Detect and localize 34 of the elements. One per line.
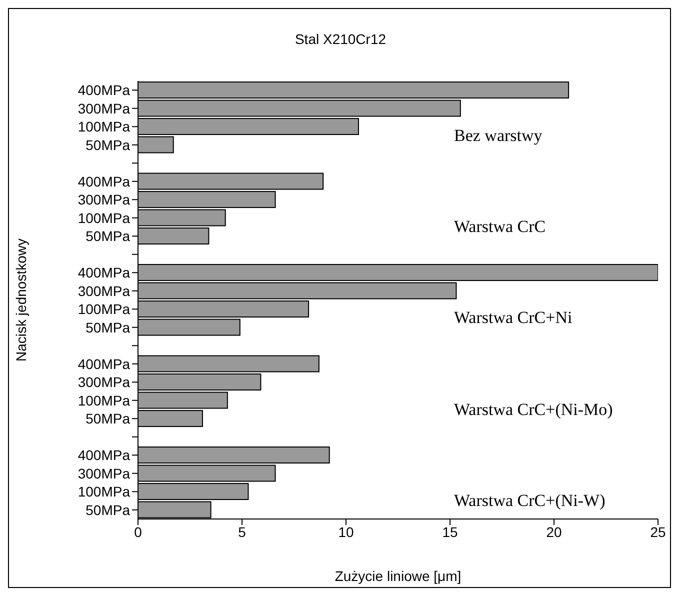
- y-tick-label: 100MPa: [78, 118, 130, 135]
- y-tick-label: 50MPa: [86, 228, 130, 244]
- y-tick-label: 50MPa: [86, 319, 130, 336]
- x-axis-title: Zużycie liniowe [μm]: [334, 568, 462, 584]
- y-tick-label: 100MPa: [78, 484, 130, 500]
- y-tick-label: 300MPa: [78, 100, 130, 116]
- y-tick-label: 100MPa: [78, 392, 130, 408]
- x-tick-label: 25: [650, 524, 666, 540]
- annotation: Warstwa CrC+(Ni-W): [454, 490, 606, 511]
- y-tick-label: 300MPa: [78, 465, 130, 482]
- x-tick-label: 5: [238, 524, 246, 540]
- y-tick-label: 300MPa: [78, 374, 130, 390]
- y-tick-label: 400MPa: [78, 173, 130, 190]
- annotation: Warstwa CrC: [454, 217, 546, 237]
- y-tick-label: 100MPa: [78, 301, 130, 318]
- annotation: Warstwa CrC+(Ni-Mo): [454, 400, 613, 420]
- annotation: Bez warstwy: [454, 126, 542, 146]
- x-tick-label: 15: [442, 524, 458, 540]
- y-tick-label: 100MPa: [78, 210, 130, 226]
- y-tick-label: 400MPa: [78, 447, 130, 464]
- y-tick-label: 50MPa: [86, 410, 130, 427]
- y-tick-label: 300MPa: [78, 192, 130, 208]
- x-tick-label: 20: [546, 524, 562, 540]
- y-axis-title: Nacisk jednostkowy: [13, 238, 29, 362]
- y-tick-label: 400MPa: [78, 82, 130, 98]
- x-tick-label: 10: [338, 524, 354, 540]
- annotation: Warstwa CrC+Ni: [454, 308, 572, 328]
- y-tick-label: 50MPa: [86, 502, 130, 518]
- y-tick-label: 50MPa: [86, 136, 130, 153]
- chart-title: Stal X210Cr12: [294, 31, 388, 47]
- y-tick-label: 400MPa: [78, 264, 130, 281]
- y-tick-label: 300MPa: [78, 282, 130, 299]
- y-tick-label: 400MPa: [78, 356, 130, 372]
- x-tick-label: 0: [134, 524, 142, 540]
